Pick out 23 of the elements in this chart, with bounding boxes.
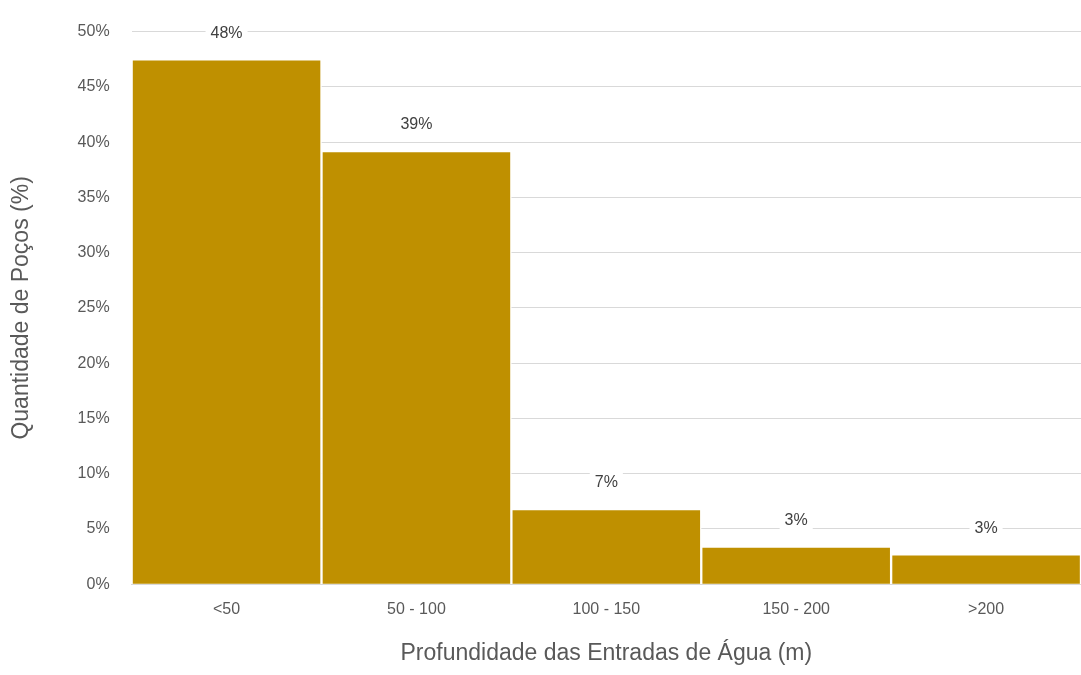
x-tick-label: 50 - 100 — [387, 600, 446, 618]
y-tick-label: 15% — [77, 408, 110, 426]
y-tick-label: 25% — [77, 298, 110, 316]
x-axis-title: Profundidade das Entradas de Água (m) — [400, 638, 813, 665]
data-label: 7% — [594, 473, 618, 491]
y-tick-label: 20% — [77, 353, 110, 371]
y-tick-label: 10% — [77, 464, 110, 482]
data-label: 39% — [400, 115, 433, 133]
data-label: 3% — [974, 518, 998, 536]
y-tick-label: 45% — [77, 77, 110, 95]
y-tick-label: 30% — [77, 243, 110, 261]
y-tick-label: 35% — [77, 187, 110, 205]
data-label: 3% — [784, 511, 808, 529]
x-tick-label: >200 — [968, 600, 1005, 618]
x-tick-label: <50 — [212, 600, 241, 618]
y-tick-label: 0% — [86, 574, 110, 592]
y-tick-label: 5% — [86, 519, 110, 537]
x-tick-label: 150 - 200 — [762, 600, 831, 618]
x-tick-label: 100 - 150 — [572, 600, 641, 618]
data-label: 48% — [210, 23, 243, 41]
y-tick-label: 40% — [77, 132, 110, 150]
y-tick-label: 50% — [77, 22, 110, 40]
y-axis-title: Quantidade de Poços (%) — [7, 176, 34, 440]
